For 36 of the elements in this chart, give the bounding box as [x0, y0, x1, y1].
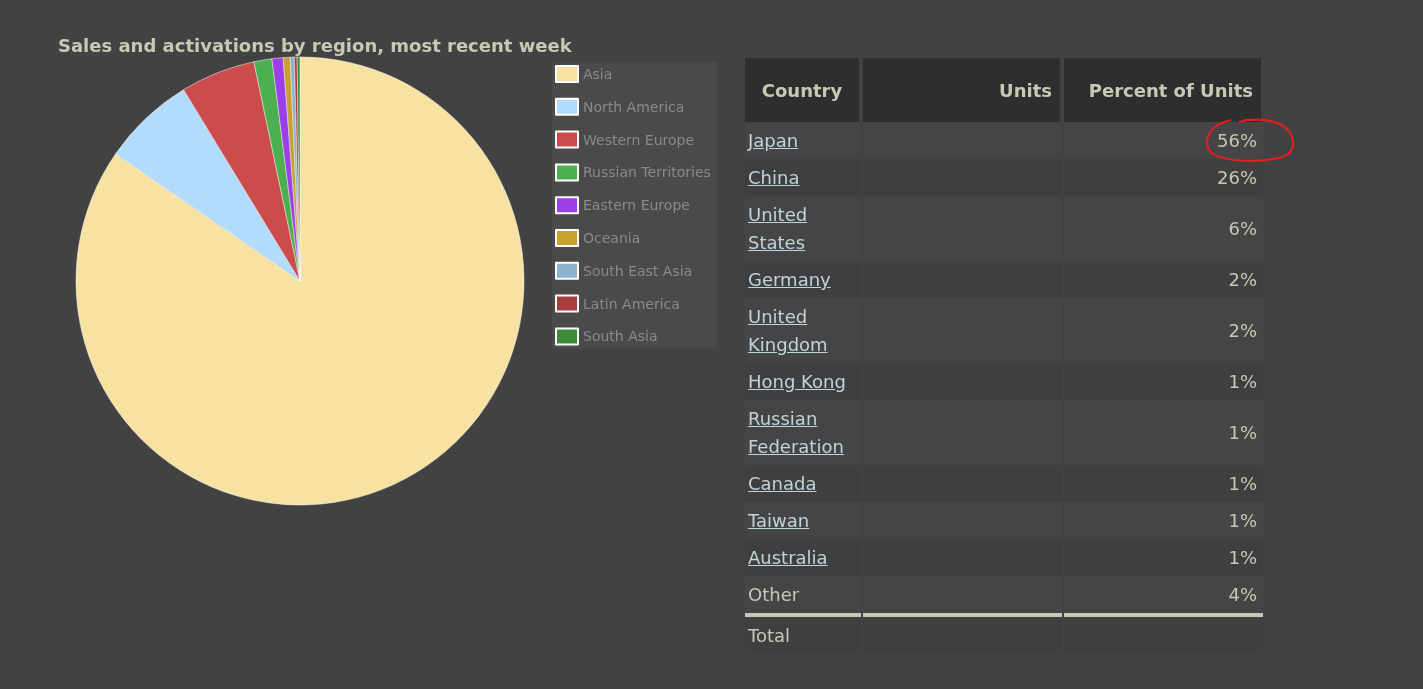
category-label: Other [745, 576, 861, 613]
data-label: 56% [1216, 130, 1257, 151]
category-label: United Kingdom [748, 306, 828, 355]
text: Units [863, 58, 1062, 122]
data-label: 2% [1228, 320, 1257, 341]
category-label: Germany [748, 269, 831, 290]
data-label: 2% [1228, 269, 1257, 290]
legend-label: Russian Territories [583, 164, 711, 181]
data-label: 1% [1228, 473, 1257, 494]
data-label: 1% [1228, 371, 1257, 392]
legend-label: Oceania [583, 230, 641, 246]
legend-label: North America [583, 98, 685, 115]
text: Percent of Units [1064, 58, 1263, 122]
category-label: China [748, 167, 800, 188]
chart-title: Sales and activations by region, most recent week [58, 34, 573, 56]
legend-label: Latin America [583, 295, 680, 312]
data-label: 26% [1216, 167, 1257, 188]
category-label: Hong Kong [748, 371, 846, 392]
category-label: Australia [748, 547, 828, 568]
category-label: Taiwan [748, 510, 810, 531]
legend-label: Eastern Europe [583, 197, 690, 214]
legend-label: South East Asia [583, 262, 693, 279]
category-label: Russian Federation [748, 408, 844, 457]
category-label: Total [745, 613, 861, 654]
legend-label: Western Europe [583, 131, 695, 148]
data-label: 6% [1228, 218, 1257, 239]
legend-label: Asia [583, 66, 613, 82]
category-label: United States [748, 204, 808, 253]
data-label: 4% [1228, 584, 1257, 605]
legend-label: South Asia [583, 328, 658, 345]
data-label: 1% [1228, 510, 1257, 531]
text: Country [745, 58, 861, 122]
category-label: Canada [748, 473, 817, 494]
category-label: Japan [748, 130, 799, 151]
data-label: 1% [1228, 422, 1257, 443]
data-label: 1% [1228, 547, 1257, 568]
